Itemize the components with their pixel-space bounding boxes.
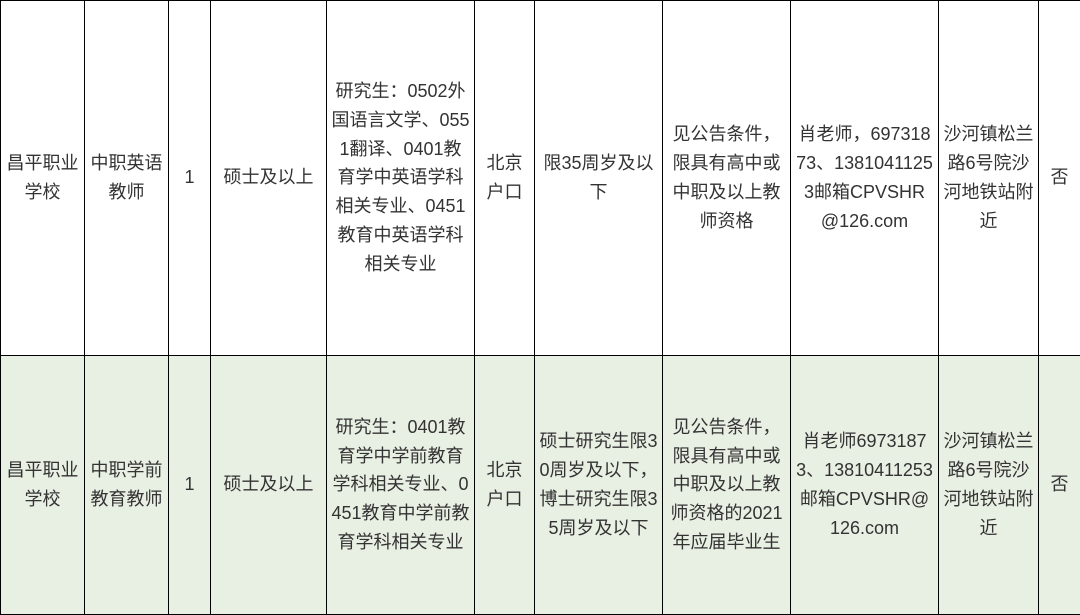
cell-flag: 否 (1039, 355, 1080, 614)
cell-degree: 硕士及以上 (211, 1, 327, 356)
cell-contact: 肖老师，69731873、13810411253邮箱CPVSHR@126.com (791, 1, 939, 356)
cell-position: 中职学前教育教师 (85, 355, 169, 614)
cell-requirement: 见公告条件，限具有高中或中职及以上教师资格的2021年应届毕业生 (663, 355, 791, 614)
cell-position: 中职英语教师 (85, 1, 169, 356)
cell-school: 昌平职业学校 (1, 355, 85, 614)
cell-age: 硕士研究生限30周岁及以下，博士研究生限35周岁及以下 (535, 355, 663, 614)
cell-flag: 否 (1039, 1, 1080, 356)
table-row: 昌平职业学校 中职英语教师 1 硕士及以上 研究生：0502外国语言文学、055… (1, 1, 1080, 356)
cell-degree: 硕士及以上 (211, 355, 327, 614)
cell-hukou: 北京户口 (475, 1, 535, 356)
cell-major: 研究生：0401教育学中学前教育学科相关专业、0451教育中学前教育学科相关专业 (327, 355, 475, 614)
cell-school: 昌平职业学校 (1, 1, 85, 356)
cell-hukou: 北京户口 (475, 355, 535, 614)
cell-major: 研究生：0502外国语言文学、0551翻译、0401教育学中英语学科相关专业、0… (327, 1, 475, 356)
table-row: 昌平职业学校 中职学前教育教师 1 硕士及以上 研究生：0401教育学中学前教育… (1, 355, 1080, 614)
cell-address: 沙河镇松兰路6号院沙河地铁站附近 (939, 355, 1039, 614)
cell-requirement: 见公告条件，限具有高中或中职及以上教师资格 (663, 1, 791, 356)
cell-count: 1 (169, 355, 211, 614)
cell-address: 沙河镇松兰路6号院沙河地铁站附近 (939, 1, 1039, 356)
cell-age: 限35周岁及以下 (535, 1, 663, 356)
cell-count: 1 (169, 1, 211, 356)
cell-contact: 肖老师69731873、13810411253邮箱CPVSHR@126.com (791, 355, 939, 614)
recruitment-table: 昌平职业学校 中职英语教师 1 硕士及以上 研究生：0502外国语言文学、055… (0, 0, 1080, 615)
